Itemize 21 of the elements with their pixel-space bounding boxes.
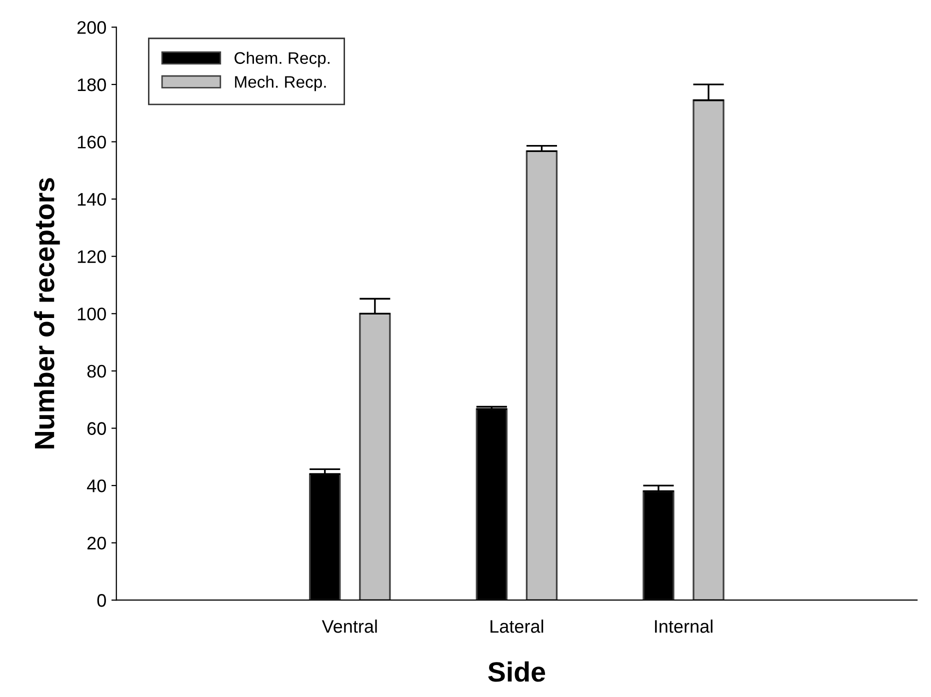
y-tick-label: 0 [97, 594, 106, 607]
y-tick-label: 60 [87, 422, 106, 435]
x-axis-title: Side [488, 661, 546, 682]
y-tick-label: 160 [78, 136, 106, 148]
y-tick-label: 180 [78, 78, 106, 92]
y-tick-label: 200 [77, 21, 106, 34]
y-tick-label: 20 [87, 536, 106, 550]
y-tick-label: 100 [78, 308, 106, 320]
y-tick-label: 40 [86, 479, 106, 492]
y-tick-label: 80 [87, 364, 106, 378]
x-tick-label: Lateral [490, 620, 544, 633]
bar [526, 150, 558, 600]
legend-label: Mech. Recp. [235, 76, 326, 92]
x-tick-label: Internal [655, 620, 712, 633]
bar [692, 99, 724, 600]
y-tick-label: 140 [78, 193, 106, 206]
y-tick-label: 120 [78, 250, 106, 264]
legend-label: Chem. Recp. [234, 52, 330, 68]
y-axis-title: Number of receptors [34, 178, 60, 448]
bar [359, 312, 391, 600]
x-tick-label: Ventral [322, 620, 377, 633]
